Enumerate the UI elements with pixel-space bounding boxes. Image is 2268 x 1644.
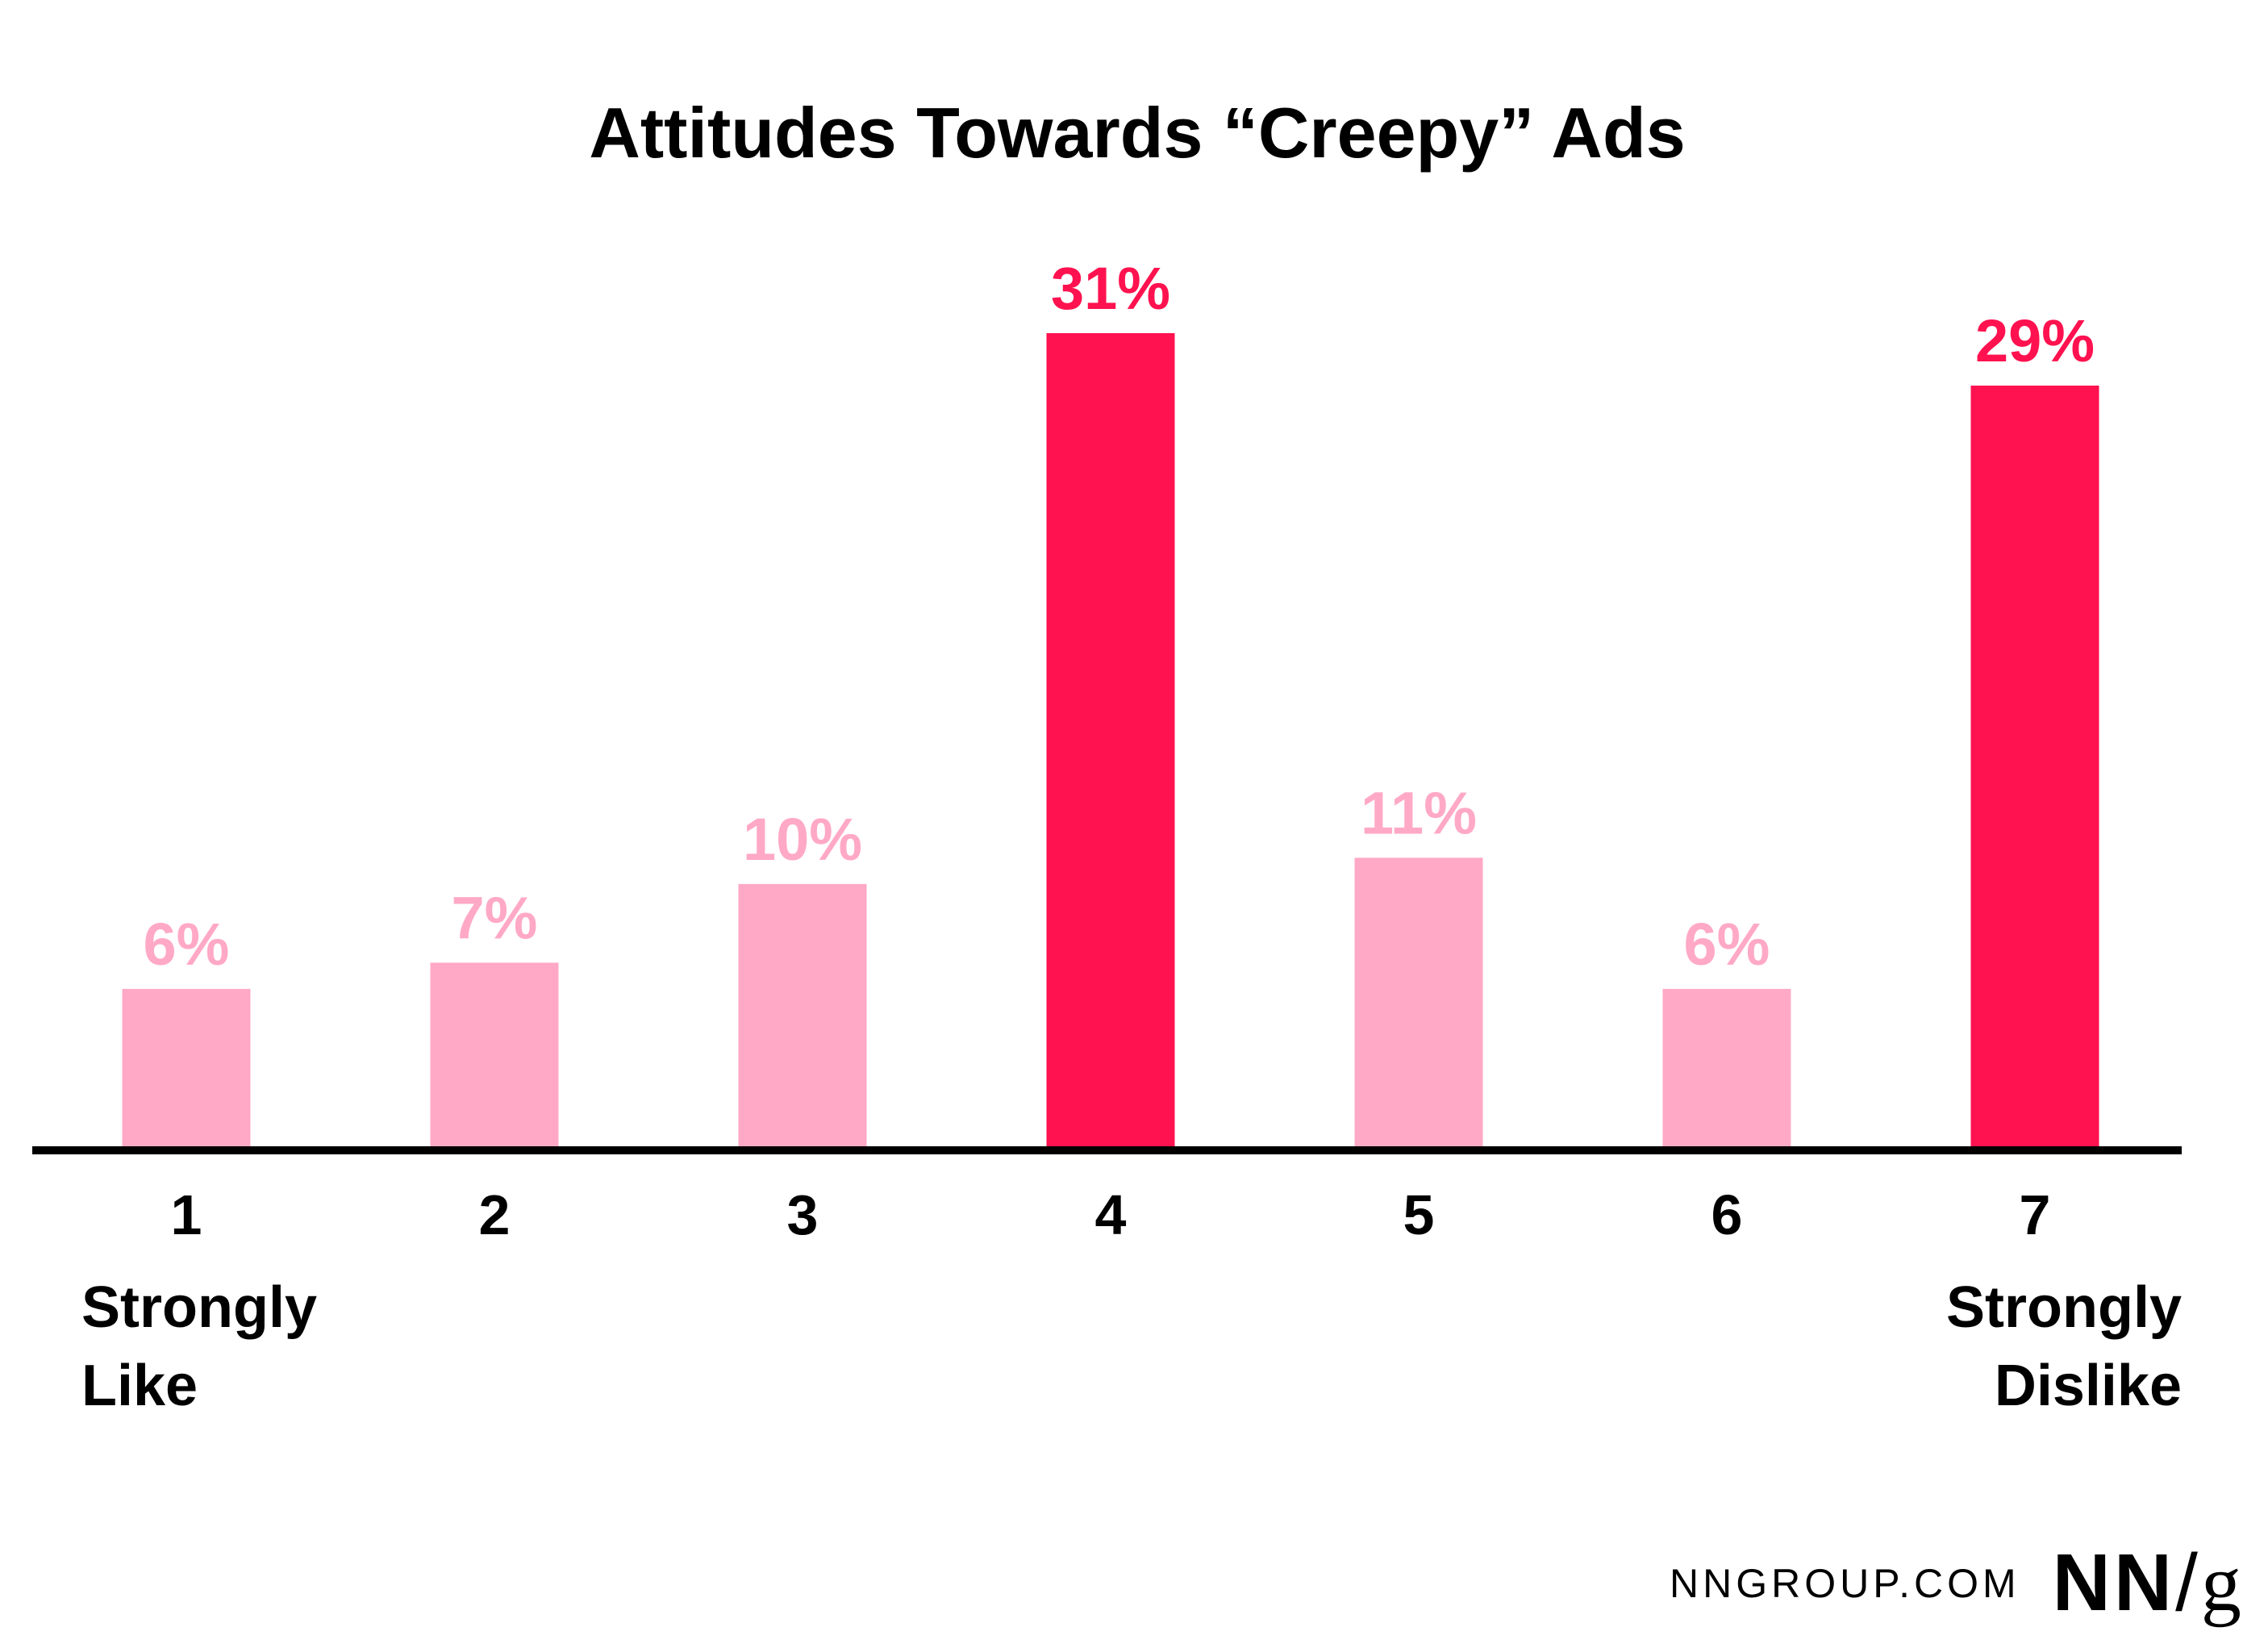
right-end-label-line1: Strongly [1946, 1275, 2182, 1340]
x-tick-label-6: 6 [1711, 1183, 1743, 1246]
bar-5 [1354, 857, 1483, 1146]
value-label-5: 11% [1361, 779, 1477, 846]
bar-2 [430, 962, 559, 1146]
left-end-label-line2: Like [81, 1354, 198, 1418]
value-label-7: 29% [1975, 307, 2095, 374]
x-tick-label-1: 1 [171, 1183, 202, 1246]
x-tick-label-5: 5 [1403, 1183, 1435, 1246]
x-tick-label-2: 2 [479, 1183, 511, 1246]
footer: NNGROUP.COM NN/g [1670, 1537, 2245, 1629]
value-label-2: 7% [452, 884, 538, 951]
bar-4 [1046, 333, 1175, 1146]
right-end-label-line2: Dislike [1995, 1354, 2182, 1418]
footer-site: NNGROUP.COM [1670, 1560, 2020, 1606]
x-tick-label-3: 3 [787, 1183, 819, 1246]
x-tick-label-7: 7 [2020, 1183, 2051, 1246]
x-axis-line [32, 1146, 2182, 1154]
nng-logo: NN/g [2052, 1538, 2245, 1628]
x-tick-label-4: 4 [1095, 1183, 1127, 1246]
value-label-1: 6% [144, 911, 230, 978]
left-end-label-line1: Strongly [81, 1275, 317, 1340]
value-label-6: 6% [1684, 911, 1770, 978]
bar-7 [1970, 386, 2099, 1147]
bar-3 [738, 883, 867, 1146]
value-label-3: 10% [743, 806, 862, 873]
chart-title: Attitudes Towards “Creepy” Ads [589, 93, 1685, 173]
bar-6 [1662, 988, 1791, 1146]
bar-1 [122, 988, 251, 1146]
value-label-4: 31% [1051, 255, 1170, 322]
